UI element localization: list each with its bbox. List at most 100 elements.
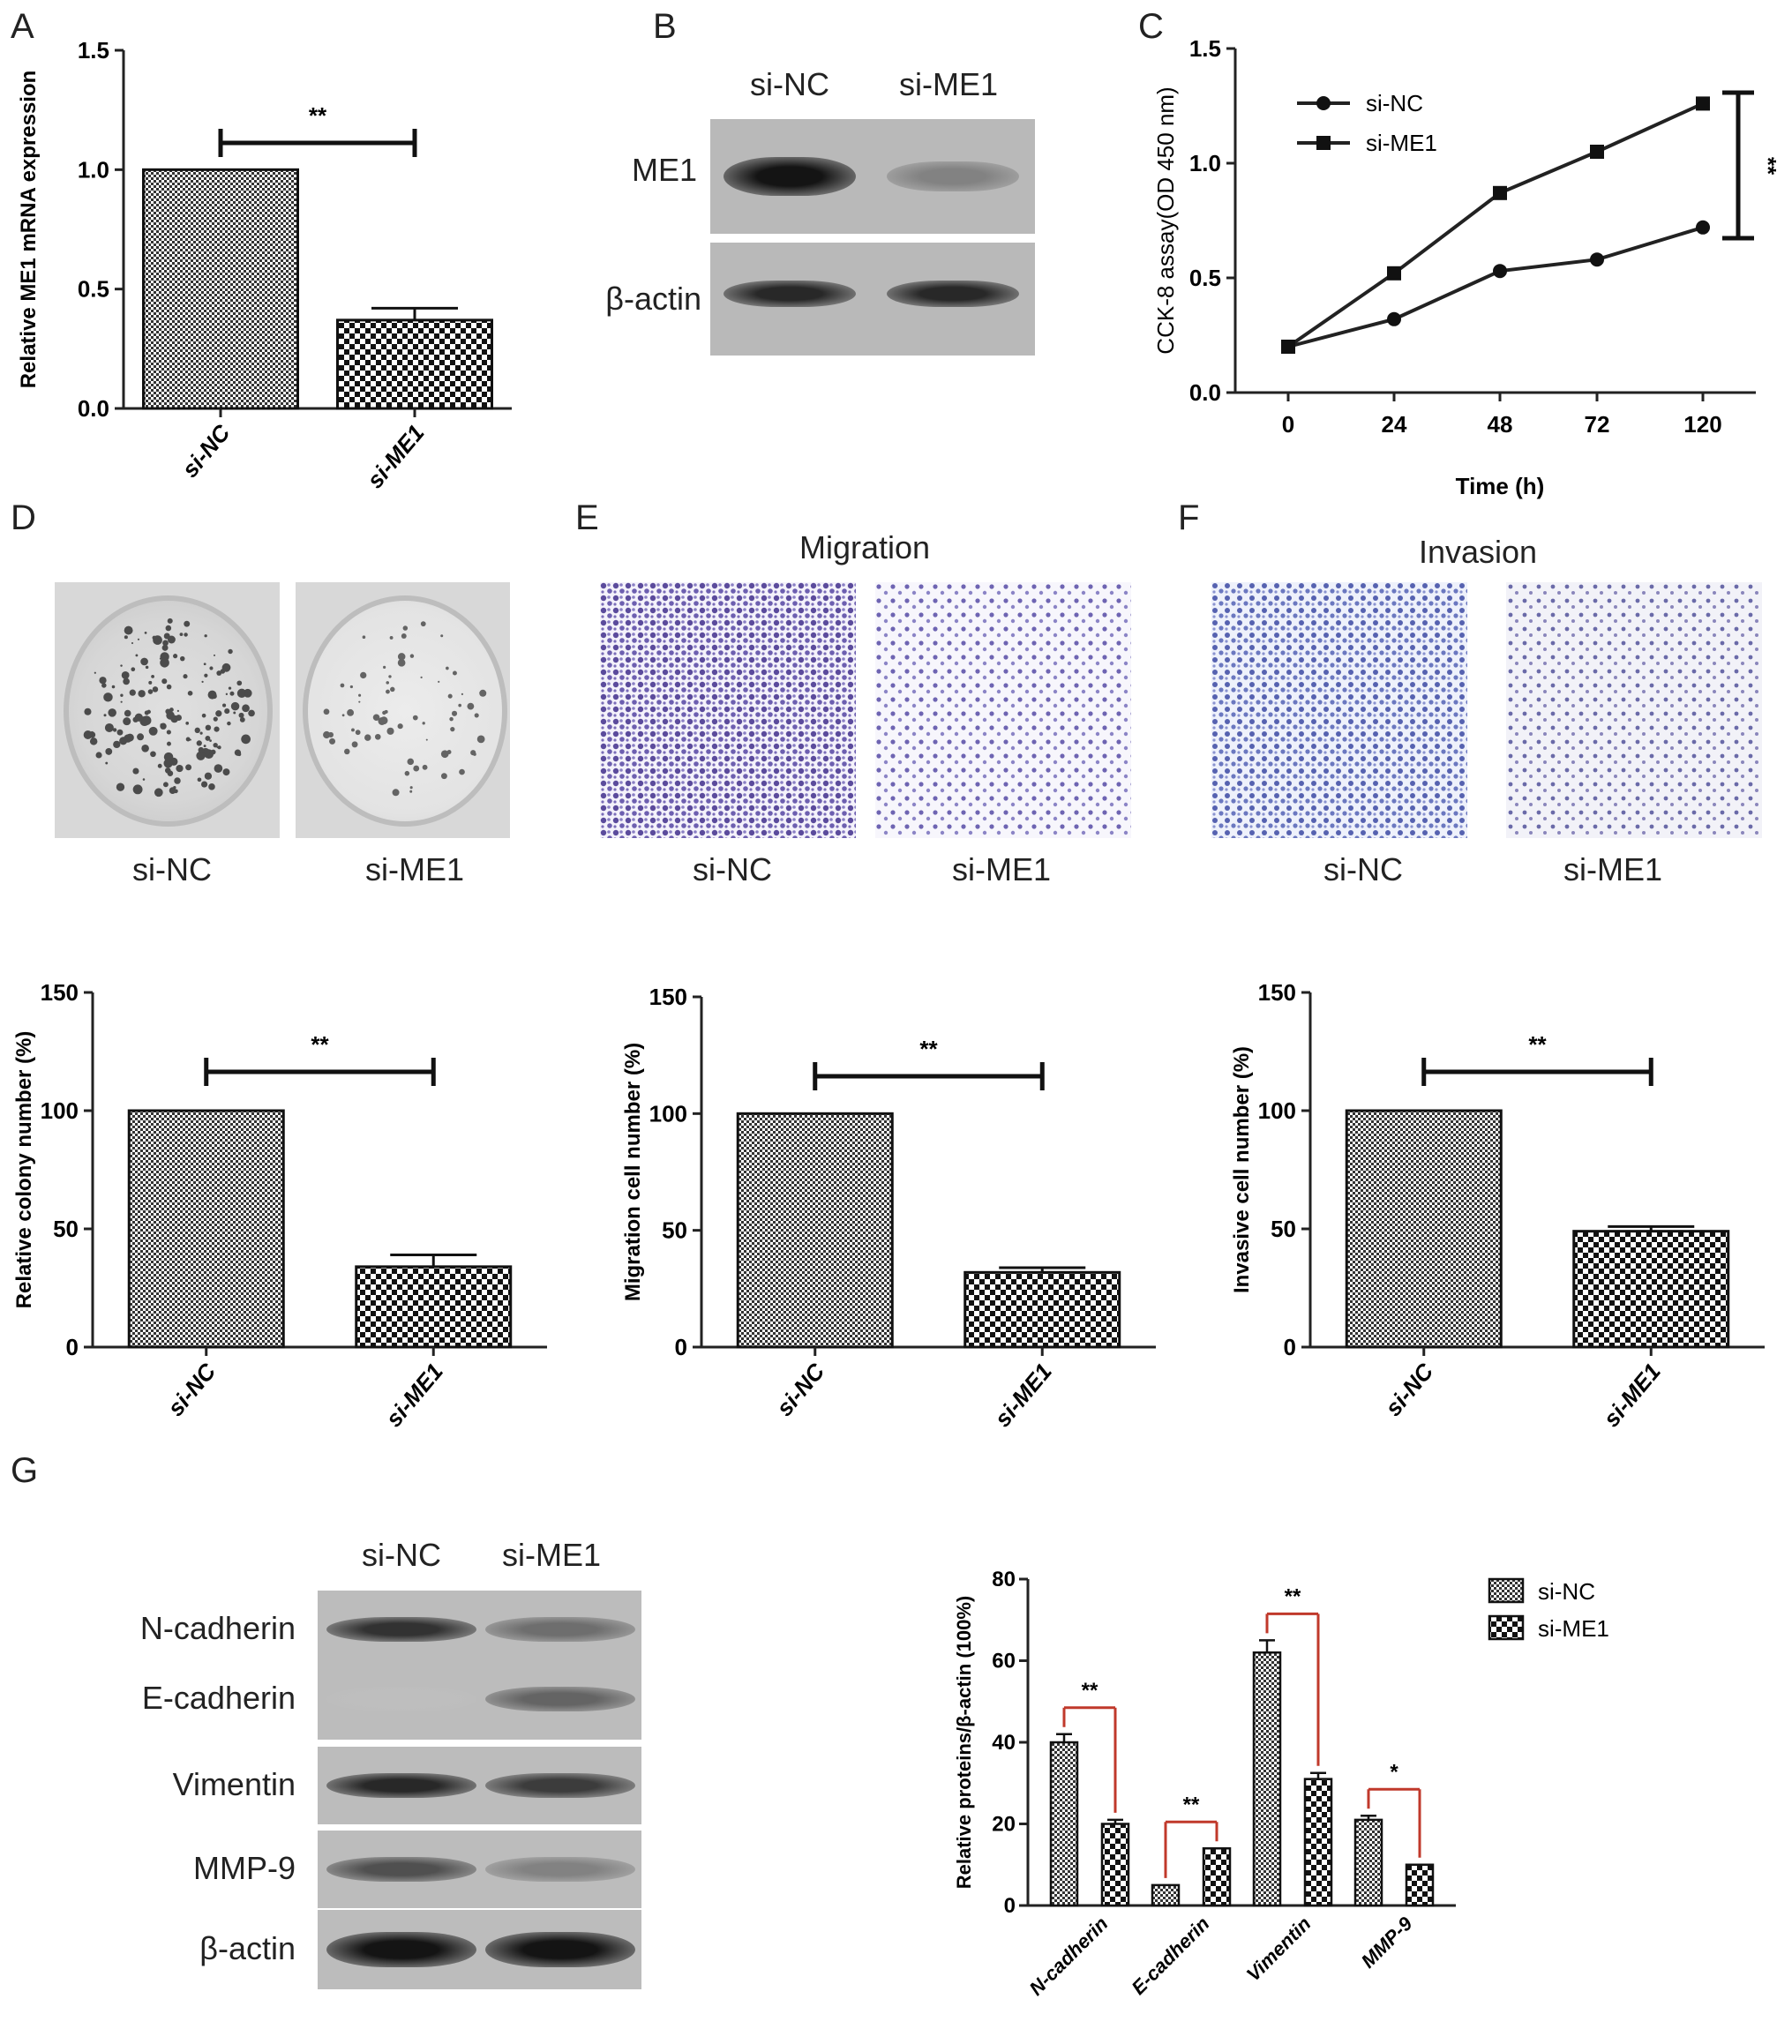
x-tick-label-si-nc: si-NC [1380,1358,1439,1421]
y-tick-label: 100 [649,1100,687,1127]
blot-g-band-mmp-9-si-nc [326,1857,476,1882]
colony-dot [389,635,394,640]
colony-dot [386,681,390,685]
blot-g-band-mmp-9-si-me1 [485,1857,635,1882]
colony-dot [214,726,220,732]
colony-dot [473,752,476,756]
y-tick-label: 0.0 [78,395,109,422]
colony-dot [213,742,218,748]
y-tick-label: 1.0 [78,156,109,183]
colony-dot [225,693,229,695]
colony-dot [160,652,169,662]
colony-dot [132,716,139,723]
colony-dot [124,635,128,640]
x-tick-label: 72 [1585,411,1610,438]
bar-vimentin-si-nc [1252,1651,1282,1907]
colony-dot [204,673,208,678]
significance-marker: ** [1082,1679,1098,1703]
colony-dot [185,737,191,742]
bar-si-me1 [963,1270,1121,1349]
y-axis-label: Relative proteins/β-actin (100%) [953,1596,975,1890]
colony-dot [420,621,426,627]
y-tick-label: 0 [1004,1894,1016,1918]
colony-dot [228,648,233,655]
colony-dot [236,688,247,699]
colony-dot [124,625,133,635]
colony-dot [323,708,330,715]
colony-dot [131,641,134,645]
blot-g-band-vimentin-si-me1 [485,1773,635,1798]
colony-dot [210,749,216,755]
colony-dot [239,716,245,723]
colony-dot [459,768,465,775]
colony-dot [207,690,217,700]
colony-dot [409,790,413,793]
colony-dot [214,764,223,773]
colony-dot [233,711,236,715]
colony-dot [176,767,178,770]
colony-dot [227,721,231,726]
blot-g-band-vimentin-si-nc [326,1773,476,1798]
legend-label-si-me1: si-ME1 [1366,130,1437,156]
colony-dot [420,676,423,678]
migration-image-si-nc [600,582,856,838]
colony-dot [446,750,452,754]
colony-dot [412,715,418,721]
colony-dot [413,765,420,772]
x-tick-label-si-me1: si-ME1 [362,420,430,493]
colony-dot [159,657,162,660]
significance-marker: ** [1183,1793,1200,1816]
legend-swatch-si-me1 [1488,1614,1525,1641]
blot-b-strip-me1 [710,119,1035,234]
colony-dot [397,653,406,661]
colony-dot [323,730,331,739]
colony-dot [397,658,406,667]
legend-swatch-si-nc [1488,1577,1525,1604]
x-tick-label-vimentin: Vimentin [1242,1913,1316,1986]
colony-dot [199,731,203,735]
bar-si-me1 [336,318,493,410]
colony-dot [176,764,184,773]
x-tick-label: 24 [1382,411,1407,438]
colony-dot [216,670,222,676]
significance-marker: * [1390,1760,1398,1784]
colony-dot [372,714,380,722]
colony-dot [197,777,202,782]
blot-g-strip-e-cadherin [318,1658,641,1740]
colony-dot [213,654,216,656]
panel-f-caption-si-nc: si-NC [1323,851,1403,887]
migration-image-si-me1 [875,582,1131,838]
colony-dot [347,708,355,716]
y-tick-label: 1.0 [1189,150,1221,176]
colony-dot [148,726,158,736]
colony-dot [183,674,188,679]
colony-dot [173,654,178,659]
colony-dot [185,764,192,771]
legend-label-si-nc: si-NC [1538,1578,1595,1605]
y-tick-label: 0.5 [1189,265,1221,291]
colony-dot [83,730,93,739]
colony-plate-si-nc [55,582,280,838]
colony-dot [144,632,147,634]
colony-dot [409,654,415,658]
colony-dot [119,737,128,745]
chart-e: 0 50 100 150 Migration cell number (%) si-NC s… [621,984,1156,1432]
colony-dot [329,737,336,745]
colony-dot [164,767,171,774]
colony-dot [113,740,121,749]
blot-g-row-e-cadherin: E-cadherin [141,1680,296,1716]
chart-g: 0 20 40 60 80 Relative proteins/β-actin (100%… [953,1568,1609,2000]
colony-dot [90,730,94,734]
colony-dot [126,672,130,676]
data-point-si-nc [1493,264,1507,279]
colony-dot [201,713,206,718]
colony-dot [121,670,130,679]
colony-dot [362,635,366,640]
colony-dot [101,683,107,688]
colony-dot [244,691,249,696]
panel-d-caption-si-me1: si-ME1 [364,851,464,887]
colony-dot [479,689,487,697]
bar-mmp-9-si-nc [1353,1818,1383,1907]
colony-dot [104,723,114,732]
colony-dot [351,741,358,748]
